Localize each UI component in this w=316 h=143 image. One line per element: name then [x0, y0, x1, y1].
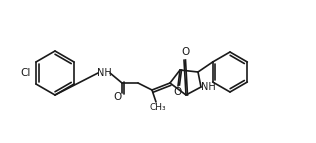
Text: NH: NH — [97, 68, 111, 78]
Text: CH₃: CH₃ — [150, 104, 166, 113]
Text: O: O — [174, 87, 182, 97]
Text: O: O — [182, 47, 190, 57]
Text: O: O — [114, 92, 122, 102]
Text: NH: NH — [201, 82, 216, 92]
Text: Cl: Cl — [21, 68, 31, 78]
